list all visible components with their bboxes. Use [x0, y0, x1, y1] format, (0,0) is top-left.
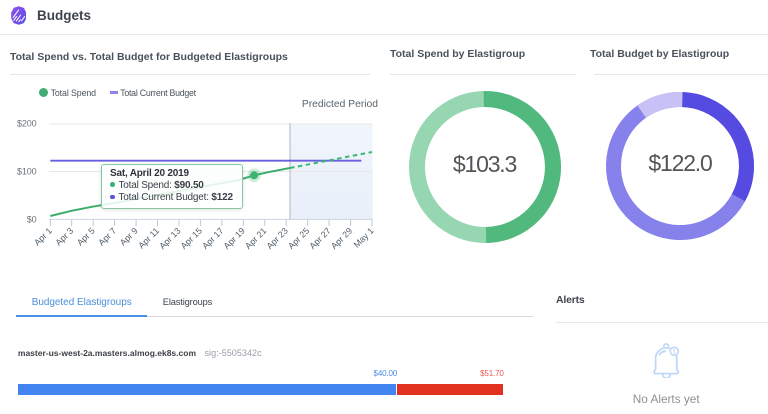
svg-text:Apr 25: Apr 25 — [286, 226, 311, 251]
svg-text:Apr 15: Apr 15 — [179, 226, 204, 251]
svg-text:$200: $200 — [17, 119, 37, 129]
svg-text:$122.0: $122.0 — [648, 150, 712, 176]
svg-text:Apr 7: Apr 7 — [96, 226, 118, 248]
svg-text:Apr 21: Apr 21 — [243, 226, 268, 251]
svg-text:Apr 13: Apr 13 — [157, 226, 182, 251]
svg-text:$100: $100 — [17, 167, 37, 177]
svg-text:Apr 29: Apr 29 — [329, 226, 354, 251]
svg-text:Apr 19: Apr 19 — [222, 226, 247, 251]
svg-text:1: 1 — [673, 350, 677, 356]
svg-text:$0: $0 — [27, 214, 37, 224]
svg-text:May 1: May 1 — [352, 226, 376, 250]
svg-text:Apr 1: Apr 1 — [32, 226, 54, 248]
svg-text:Apr 23: Apr 23 — [264, 226, 289, 251]
svg-text:Apr 27: Apr 27 — [307, 226, 332, 251]
svg-text:Apr 11: Apr 11 — [136, 226, 161, 251]
svg-text:Apr 17: Apr 17 — [200, 226, 225, 251]
svg-text:Apr 3: Apr 3 — [53, 226, 75, 248]
svg-text:Apr 5: Apr 5 — [75, 226, 97, 248]
svg-text:$103.3: $103.3 — [453, 151, 517, 177]
